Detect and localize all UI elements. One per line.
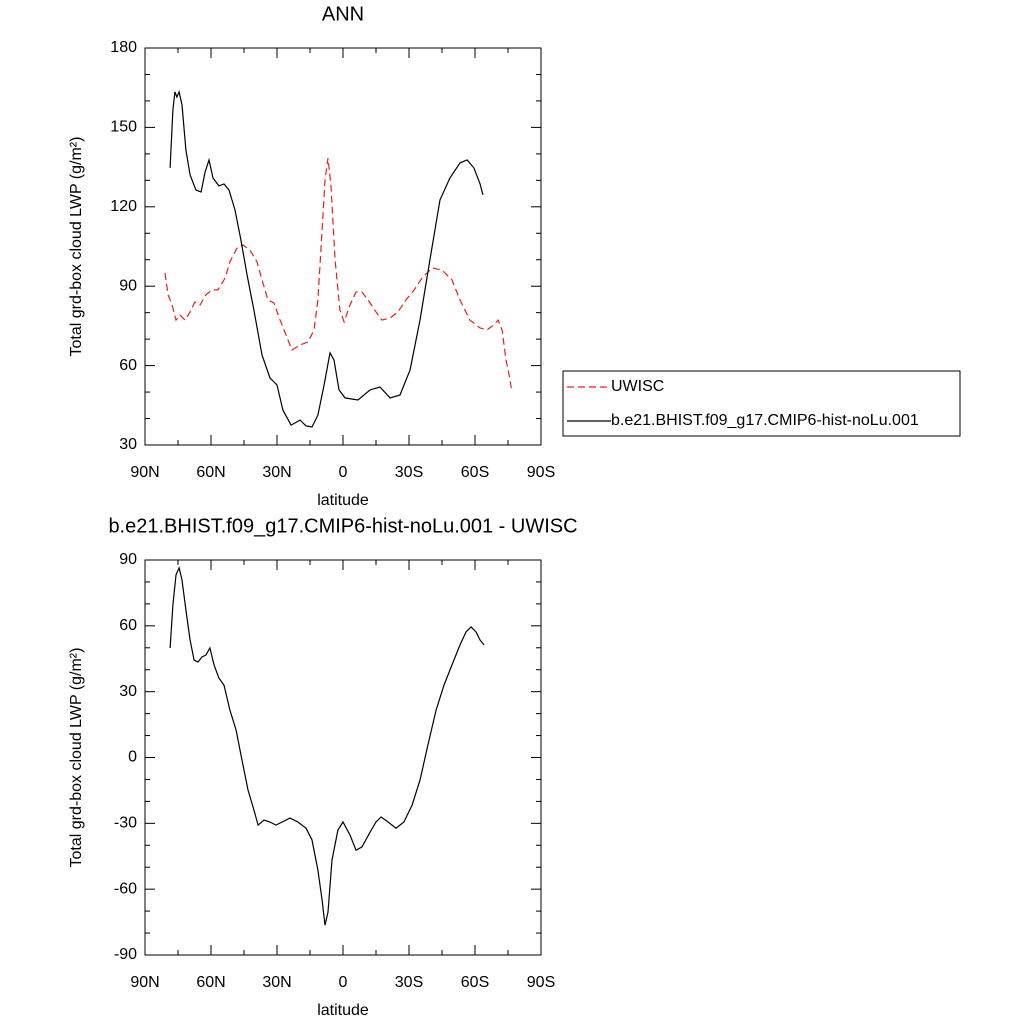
x-tick-label: 90S [527,464,555,481]
y-tick-label: 150 [110,119,137,136]
x-tick-label: 30N [262,974,291,991]
y-tick-label: 0 [128,749,137,766]
x-tick-label: 90N [130,464,159,481]
x-tick-label: 60N [196,464,225,481]
x-tick-label: 0 [339,464,348,481]
legend-box [562,370,961,437]
y-tick-label: -90 [114,946,137,963]
y-tick-label: 60 [119,617,137,634]
y-axis-label: Total grd-box cloud LWP (g/m²) [68,137,85,357]
plot-frame [144,47,542,446]
x-axis-label: latitude [317,1002,369,1019]
y-axis-label: Total grd-box cloud LWP (g/m²) [68,648,85,868]
y-tick-label: -30 [114,815,137,832]
x-tick-label: 30S [395,974,423,991]
chart-title: b.e21.BHIST.f09_g17.CMIP6-hist-noLu.001 … [108,515,577,537]
data-line [169,89,484,428]
x-tick-label: 60S [461,974,489,991]
y-tick-label: 30 [119,436,137,453]
data-line [164,158,513,393]
x-tick-label: 30N [262,464,291,481]
x-tick-label: 30S [395,464,423,481]
y-tick-label: 180 [110,39,137,56]
chart-title: ANN [322,3,364,25]
x-tick-label: 60S [461,464,489,481]
x-axis-label: latitude [317,492,369,509]
x-tick-label: 60N [196,974,225,991]
x-tick-label: 90S [527,974,555,991]
y-tick-label: 120 [110,198,137,215]
x-tick-label: 90N [130,974,159,991]
legend-label: b.e21.BHIST.f09_g17.CMIP6-hist-noLu.001 [611,412,919,429]
plot-frame [144,559,542,956]
y-tick-label: 30 [119,683,137,700]
y-tick-label: -60 [114,880,137,897]
x-tick-label: 0 [339,974,348,991]
legend-label: UWISC [611,378,664,395]
data-line [169,566,485,926]
y-tick-label: 90 [119,551,137,568]
y-tick-label: 90 [119,277,137,294]
y-tick-label: 60 [119,357,137,374]
